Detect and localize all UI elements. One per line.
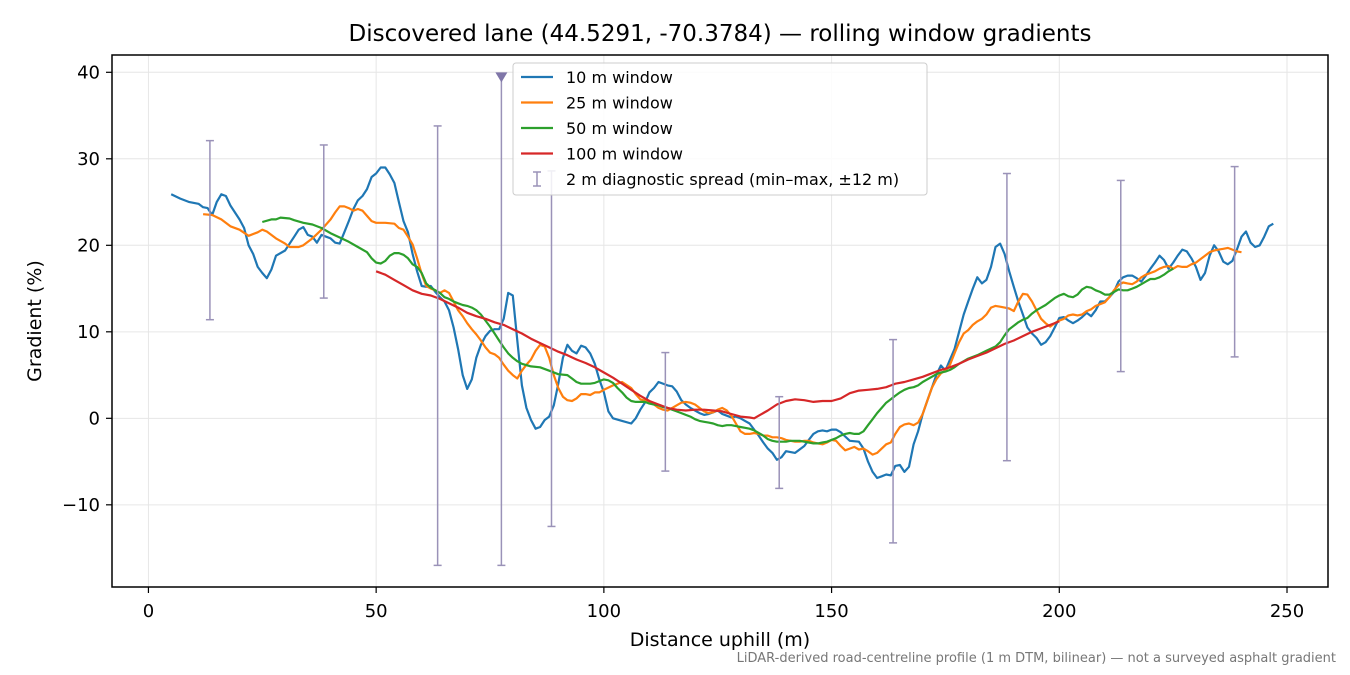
x-tick-label: 250 <box>1270 601 1304 622</box>
legend-label: 100 m window <box>566 145 683 164</box>
legend-label: 10 m window <box>566 68 673 87</box>
series-line-4 <box>375 270 1060 420</box>
spread-bar <box>205 139 214 321</box>
spread-bar <box>433 125 442 567</box>
gradient-chart: Discovered lane (44.5291, -70.3784) — ro… <box>24 21 1329 650</box>
spread-bar <box>495 72 508 567</box>
x-tick-label: 150 <box>814 601 848 622</box>
y-axis: −10 0 10 20 30 40 <box>62 62 112 516</box>
legend-box <box>512 62 928 196</box>
y-tick-label: 40 <box>77 62 100 83</box>
footnote: LiDAR-derived road-centreline profile (1… <box>736 651 1336 666</box>
series-line-2 <box>203 205 1242 456</box>
diagnostic-spread-layer <box>205 72 1239 567</box>
series-layer <box>170 166 1274 480</box>
series-line-3 <box>261 216 1174 445</box>
legend-label: 50 m window <box>566 119 673 138</box>
series-line-1 <box>170 166 1274 480</box>
spread-bar <box>661 351 670 472</box>
clipped-marker <box>495 72 508 83</box>
y-tick-label: 20 <box>77 235 100 256</box>
legend: 10 m window 25 m window 50 m window 100 m w… <box>512 62 928 196</box>
x-tick-label: 50 <box>365 601 388 622</box>
y-tick-label: 0 <box>89 408 100 429</box>
spread-bar <box>775 395 784 490</box>
x-tick-label: 200 <box>1042 601 1076 622</box>
plot-frame <box>111 54 1329 588</box>
y-tick-label: 10 <box>77 322 100 343</box>
y-axis-label: Gradient (%) <box>24 260 46 382</box>
legend-label: 2 m diagnostic spread (min–max, ±12 m) <box>566 170 899 189</box>
x-tick-label: 100 <box>587 601 621 622</box>
y-tick-label: 30 <box>77 149 100 170</box>
spread-bar <box>1002 172 1011 462</box>
x-axis: 0 50 100 150 200 250 <box>143 587 1304 622</box>
x-axis-label: Distance uphill (m) <box>630 629 810 650</box>
spread-bar <box>319 144 328 299</box>
spread-bar <box>889 338 898 544</box>
legend-label: 25 m window <box>566 94 673 113</box>
x-tick-label: 0 <box>143 601 154 622</box>
chart-title: Discovered lane (44.5291, -70.3784) — ro… <box>349 21 1092 47</box>
y-tick-label: −10 <box>62 495 100 516</box>
spread-bar <box>1116 179 1125 373</box>
spread-bar <box>1230 165 1239 358</box>
